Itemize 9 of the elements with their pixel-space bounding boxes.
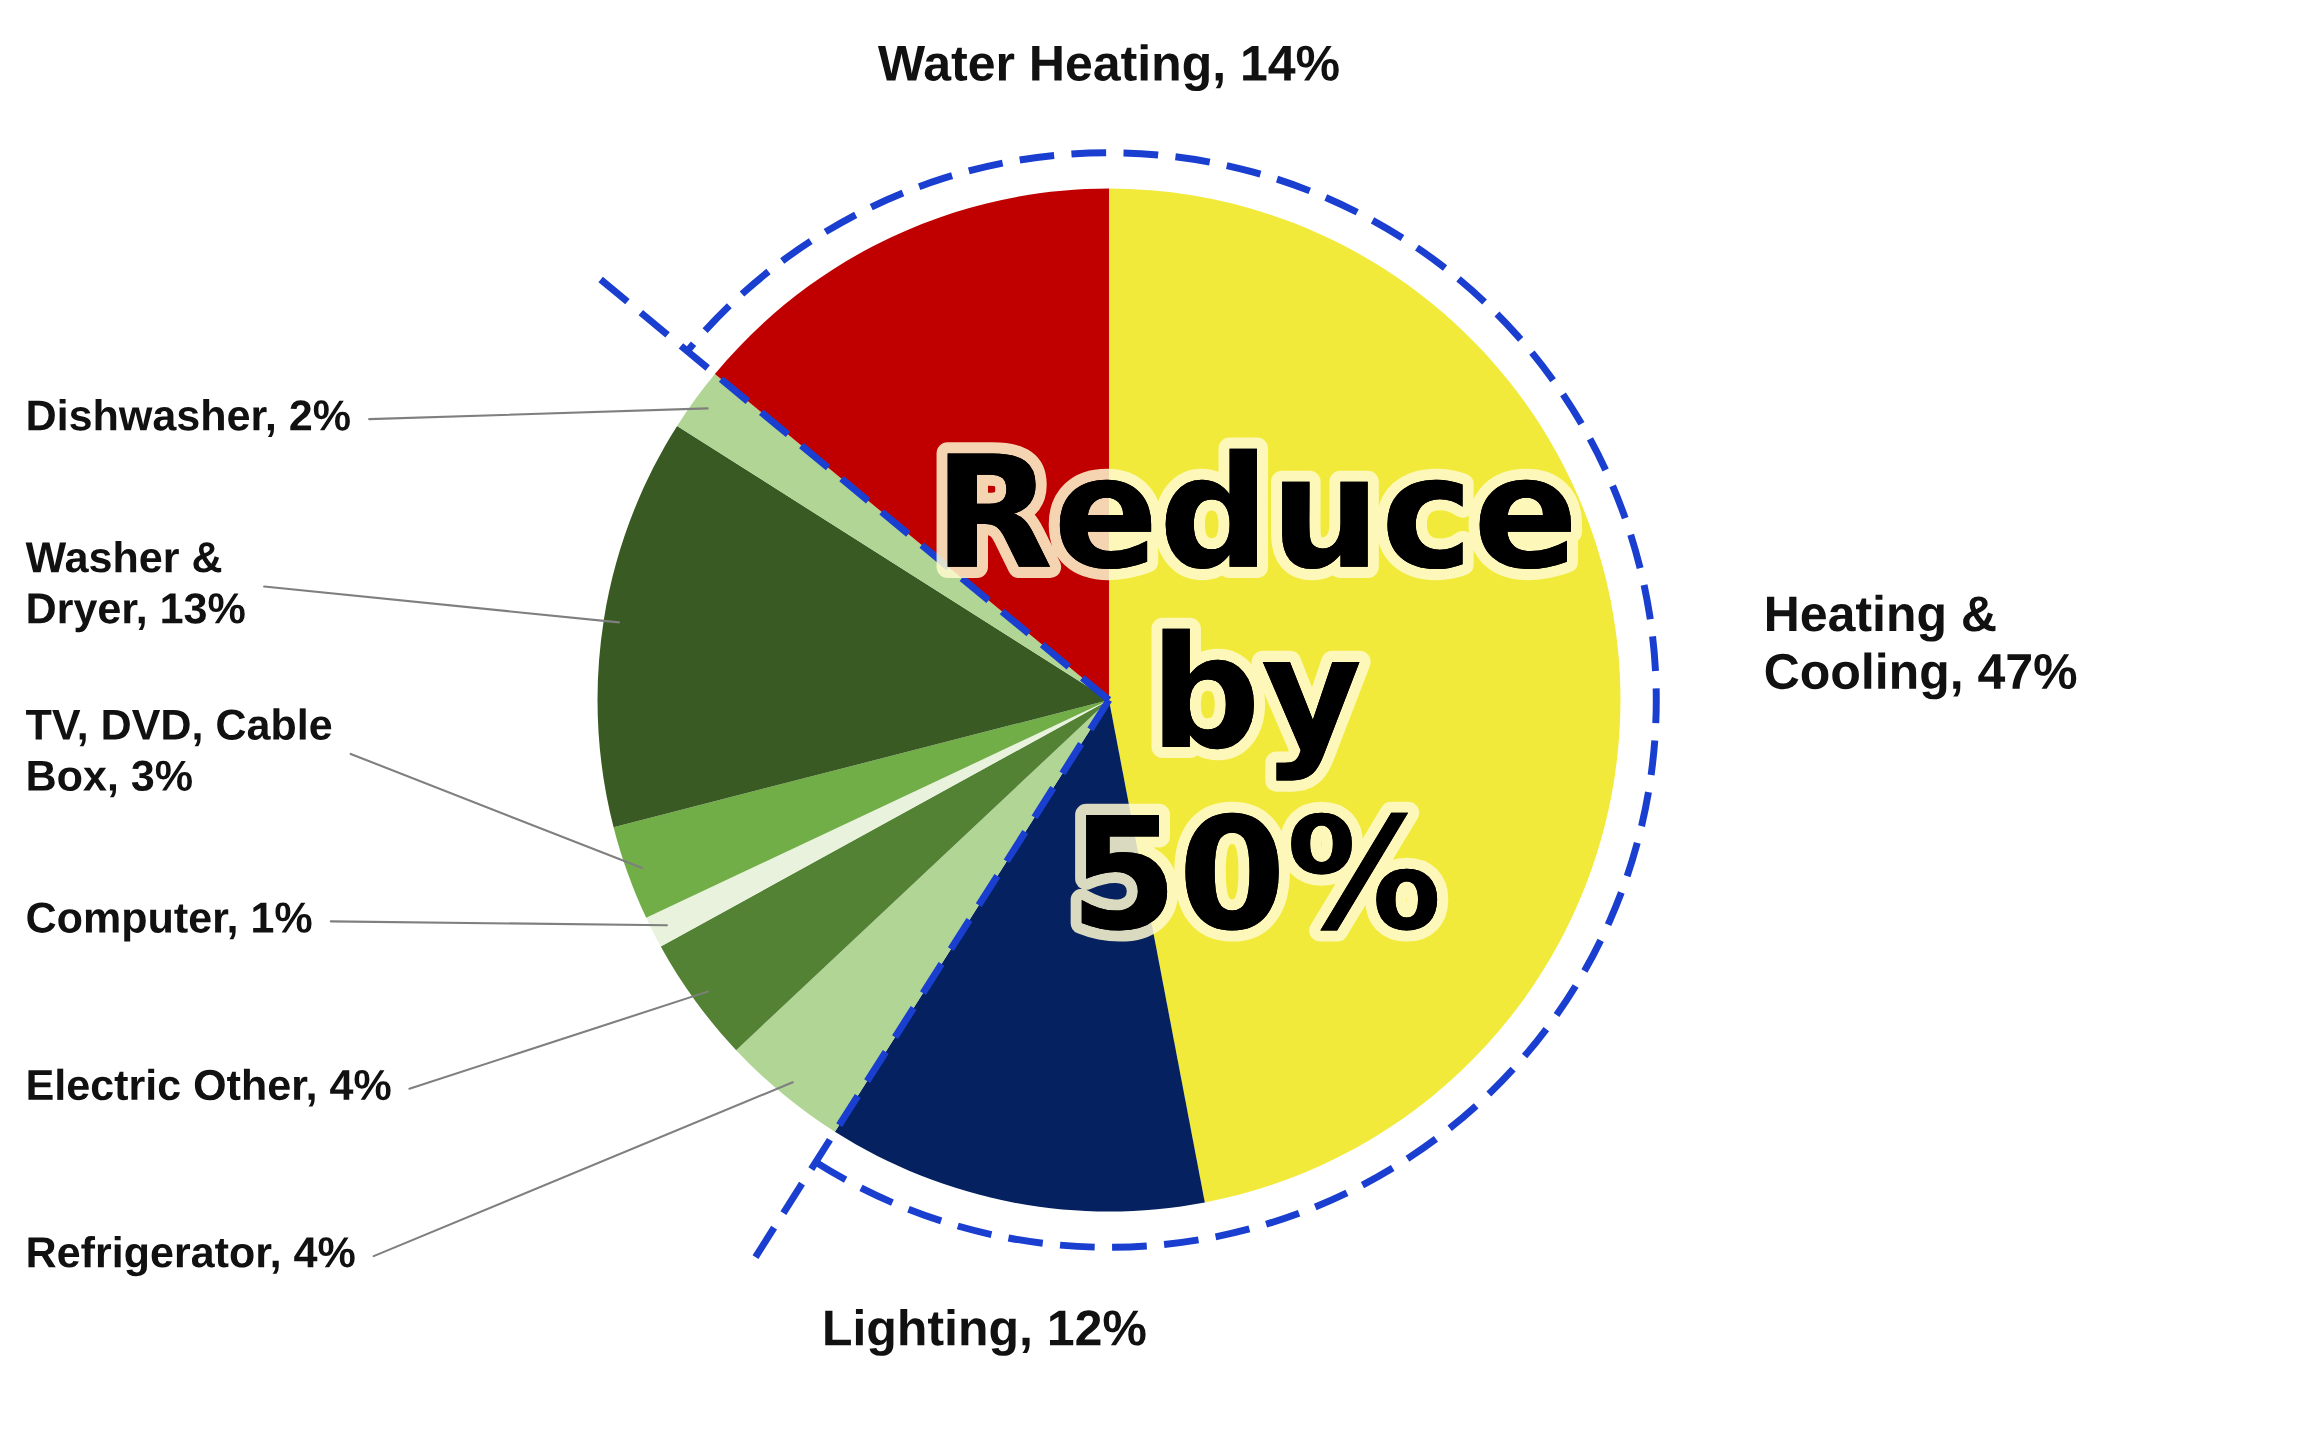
slice-label: Computer, 1% [27, 902, 312, 942]
slice-label: Heating & Cooling, 47% [1765, 594, 2077, 700]
slice-label: TV, DVD, Cable Box, 3% [26, 708, 332, 798]
slice-label: Water Heating, 14% [877, 44, 1339, 92]
slice-label: Lighting, 12% [825, 1308, 1146, 1356]
slice-label: Electric Other, 4% [28, 1068, 391, 1107]
slice-label: Dishwasher, 2% [28, 399, 350, 437]
slice-label: Washer & Dryer, 13% [25, 540, 245, 633]
slice-label: Refrigerator, 4% [28, 1235, 355, 1277]
